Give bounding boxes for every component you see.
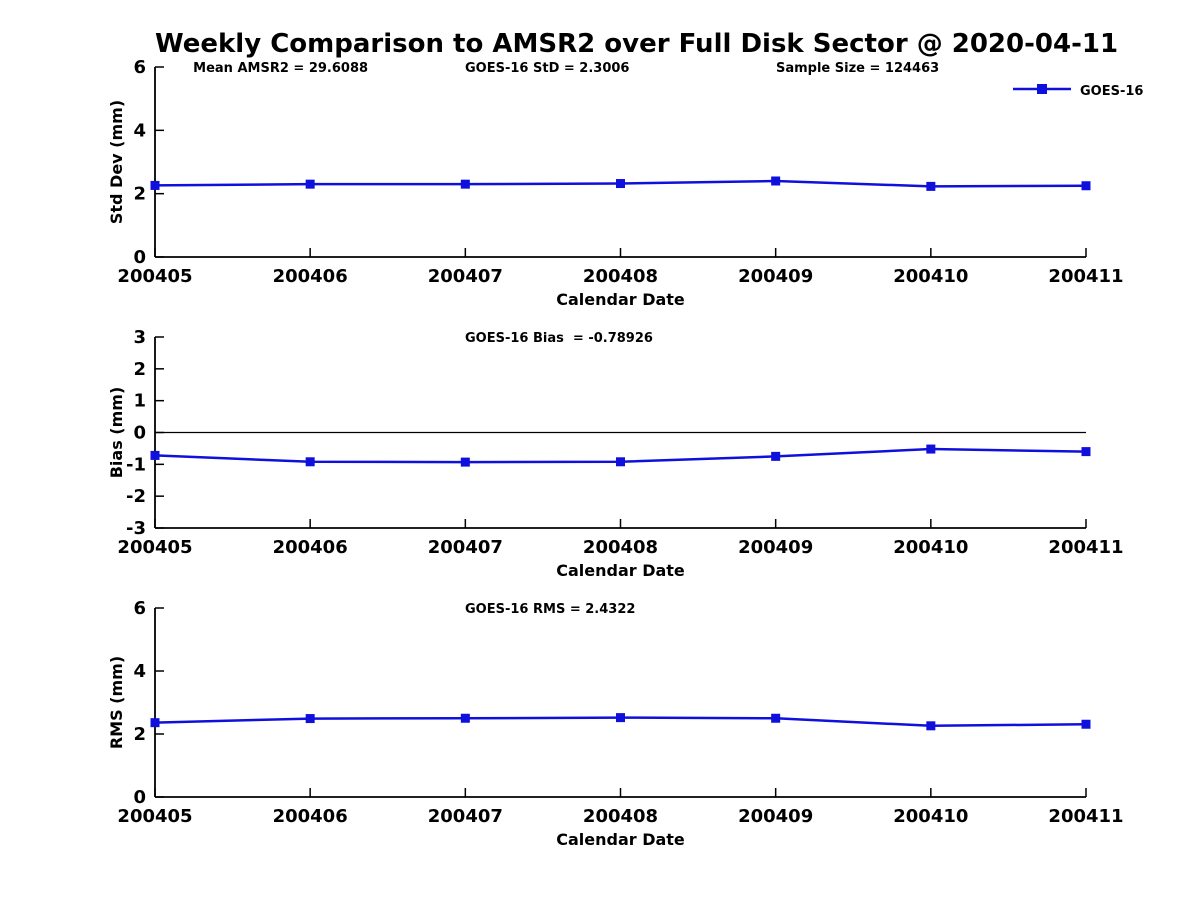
y-tick-label: 2 [133, 724, 146, 745]
y-tick-label: 0 [133, 787, 146, 808]
y-tick-label: 2 [133, 184, 146, 205]
x-tick-label: 200407 [428, 806, 503, 827]
x-tick-label: 200406 [273, 266, 348, 287]
x-tick-label: 200408 [583, 806, 658, 827]
y-tick-label: -3 [126, 518, 146, 539]
y-tick-label: 3 [133, 327, 146, 348]
data-point-marker [771, 176, 781, 186]
y-tick-label: 1 [133, 391, 146, 412]
subplot-annotation: GOES-16 Bias = -0.78926 [465, 331, 653, 346]
y-axis-label: Bias (mm) [107, 387, 126, 479]
x-tick-label: 200411 [1048, 537, 1123, 558]
x-axis-label: Calendar Date [556, 561, 685, 580]
x-tick-label: 200405 [117, 266, 192, 287]
data-point-marker [926, 444, 936, 454]
legend-marker-icon [1037, 84, 1047, 94]
y-tick-label: 2 [133, 359, 146, 380]
data-point-marker [771, 451, 781, 461]
x-tick-label: 200407 [428, 537, 503, 558]
x-tick-label: 200409 [738, 266, 813, 287]
y-tick-label: 0 [133, 247, 146, 268]
x-tick-label: 200411 [1048, 266, 1123, 287]
y-axis-label: Std Dev (mm) [107, 100, 126, 224]
x-tick-label: 200406 [273, 537, 348, 558]
subplot-rms: 0 2 4 6 200405 200406 200407 200408 200409 200410… [107, 598, 1124, 849]
data-point-marker [926, 721, 936, 731]
y-tick-label: -1 [126, 454, 146, 475]
y-tick-label: 6 [133, 598, 146, 619]
data-point-marker [616, 179, 625, 189]
subplot-annotation: Sample Size = 124463 [776, 61, 939, 76]
data-point-marker [771, 713, 781, 723]
x-tick-label: 200409 [738, 537, 813, 558]
subplot-bias: -3 -2 -1 0 1 2 3 200405 200406 200407 200408 200409… [107, 327, 1124, 580]
data-point-marker [1081, 181, 1091, 191]
x-tick-label: 200406 [273, 806, 348, 827]
x-tick-label: 200405 [117, 537, 192, 558]
data-point-marker [150, 718, 160, 728]
x-tick-label: 200410 [893, 537, 968, 558]
data-point-marker [616, 457, 625, 467]
data-point-marker [460, 179, 470, 189]
x-tick-label: 200408 [583, 537, 658, 558]
y-tick-label: 6 [133, 57, 146, 78]
data-point-marker [460, 713, 470, 723]
x-axis-label: Calendar Date [556, 290, 685, 309]
data-point-marker [305, 457, 315, 467]
legend-label: GOES-16 [1080, 84, 1143, 99]
y-tick-label: 4 [133, 120, 146, 141]
x-tick-label: 200410 [893, 806, 968, 827]
subplot-annotation: Mean AMSR2 = 29.6088 [193, 61, 368, 76]
figure-title: Weekly Comparison to AMSR2 over Full Dis… [155, 29, 1119, 59]
x-tick-label: 200407 [428, 266, 503, 287]
data-point-marker [1081, 719, 1091, 729]
x-tick-label: 200411 [1048, 806, 1123, 827]
data-point-marker [150, 180, 160, 190]
x-tick-label: 200409 [738, 806, 813, 827]
y-tick-label: -2 [126, 486, 146, 507]
data-point-marker [150, 450, 160, 460]
data-point-marker [926, 181, 936, 191]
subplot-std-dev: 0 2 4 6 200405 200406 200407 200408 200409 200410… [107, 57, 1143, 309]
data-point-marker [616, 713, 625, 723]
x-tick-label: 200408 [583, 266, 658, 287]
subplot-annotation: GOES-16 StD = 2.3006 [465, 61, 629, 76]
y-tick-label: 0 [133, 423, 146, 444]
y-tick-label: 4 [133, 661, 146, 682]
subplot-annotation: GOES-16 RMS = 2.4322 [465, 602, 635, 617]
x-axis-label: Calendar Date [556, 830, 685, 849]
x-tick-label: 200405 [117, 806, 192, 827]
data-point-marker [460, 457, 470, 467]
data-point-marker [1081, 447, 1091, 457]
x-tick-label: 200410 [893, 266, 968, 287]
y-axis-label: RMS (mm) [107, 656, 126, 749]
data-point-marker [305, 179, 315, 189]
data-point-marker [305, 714, 315, 724]
